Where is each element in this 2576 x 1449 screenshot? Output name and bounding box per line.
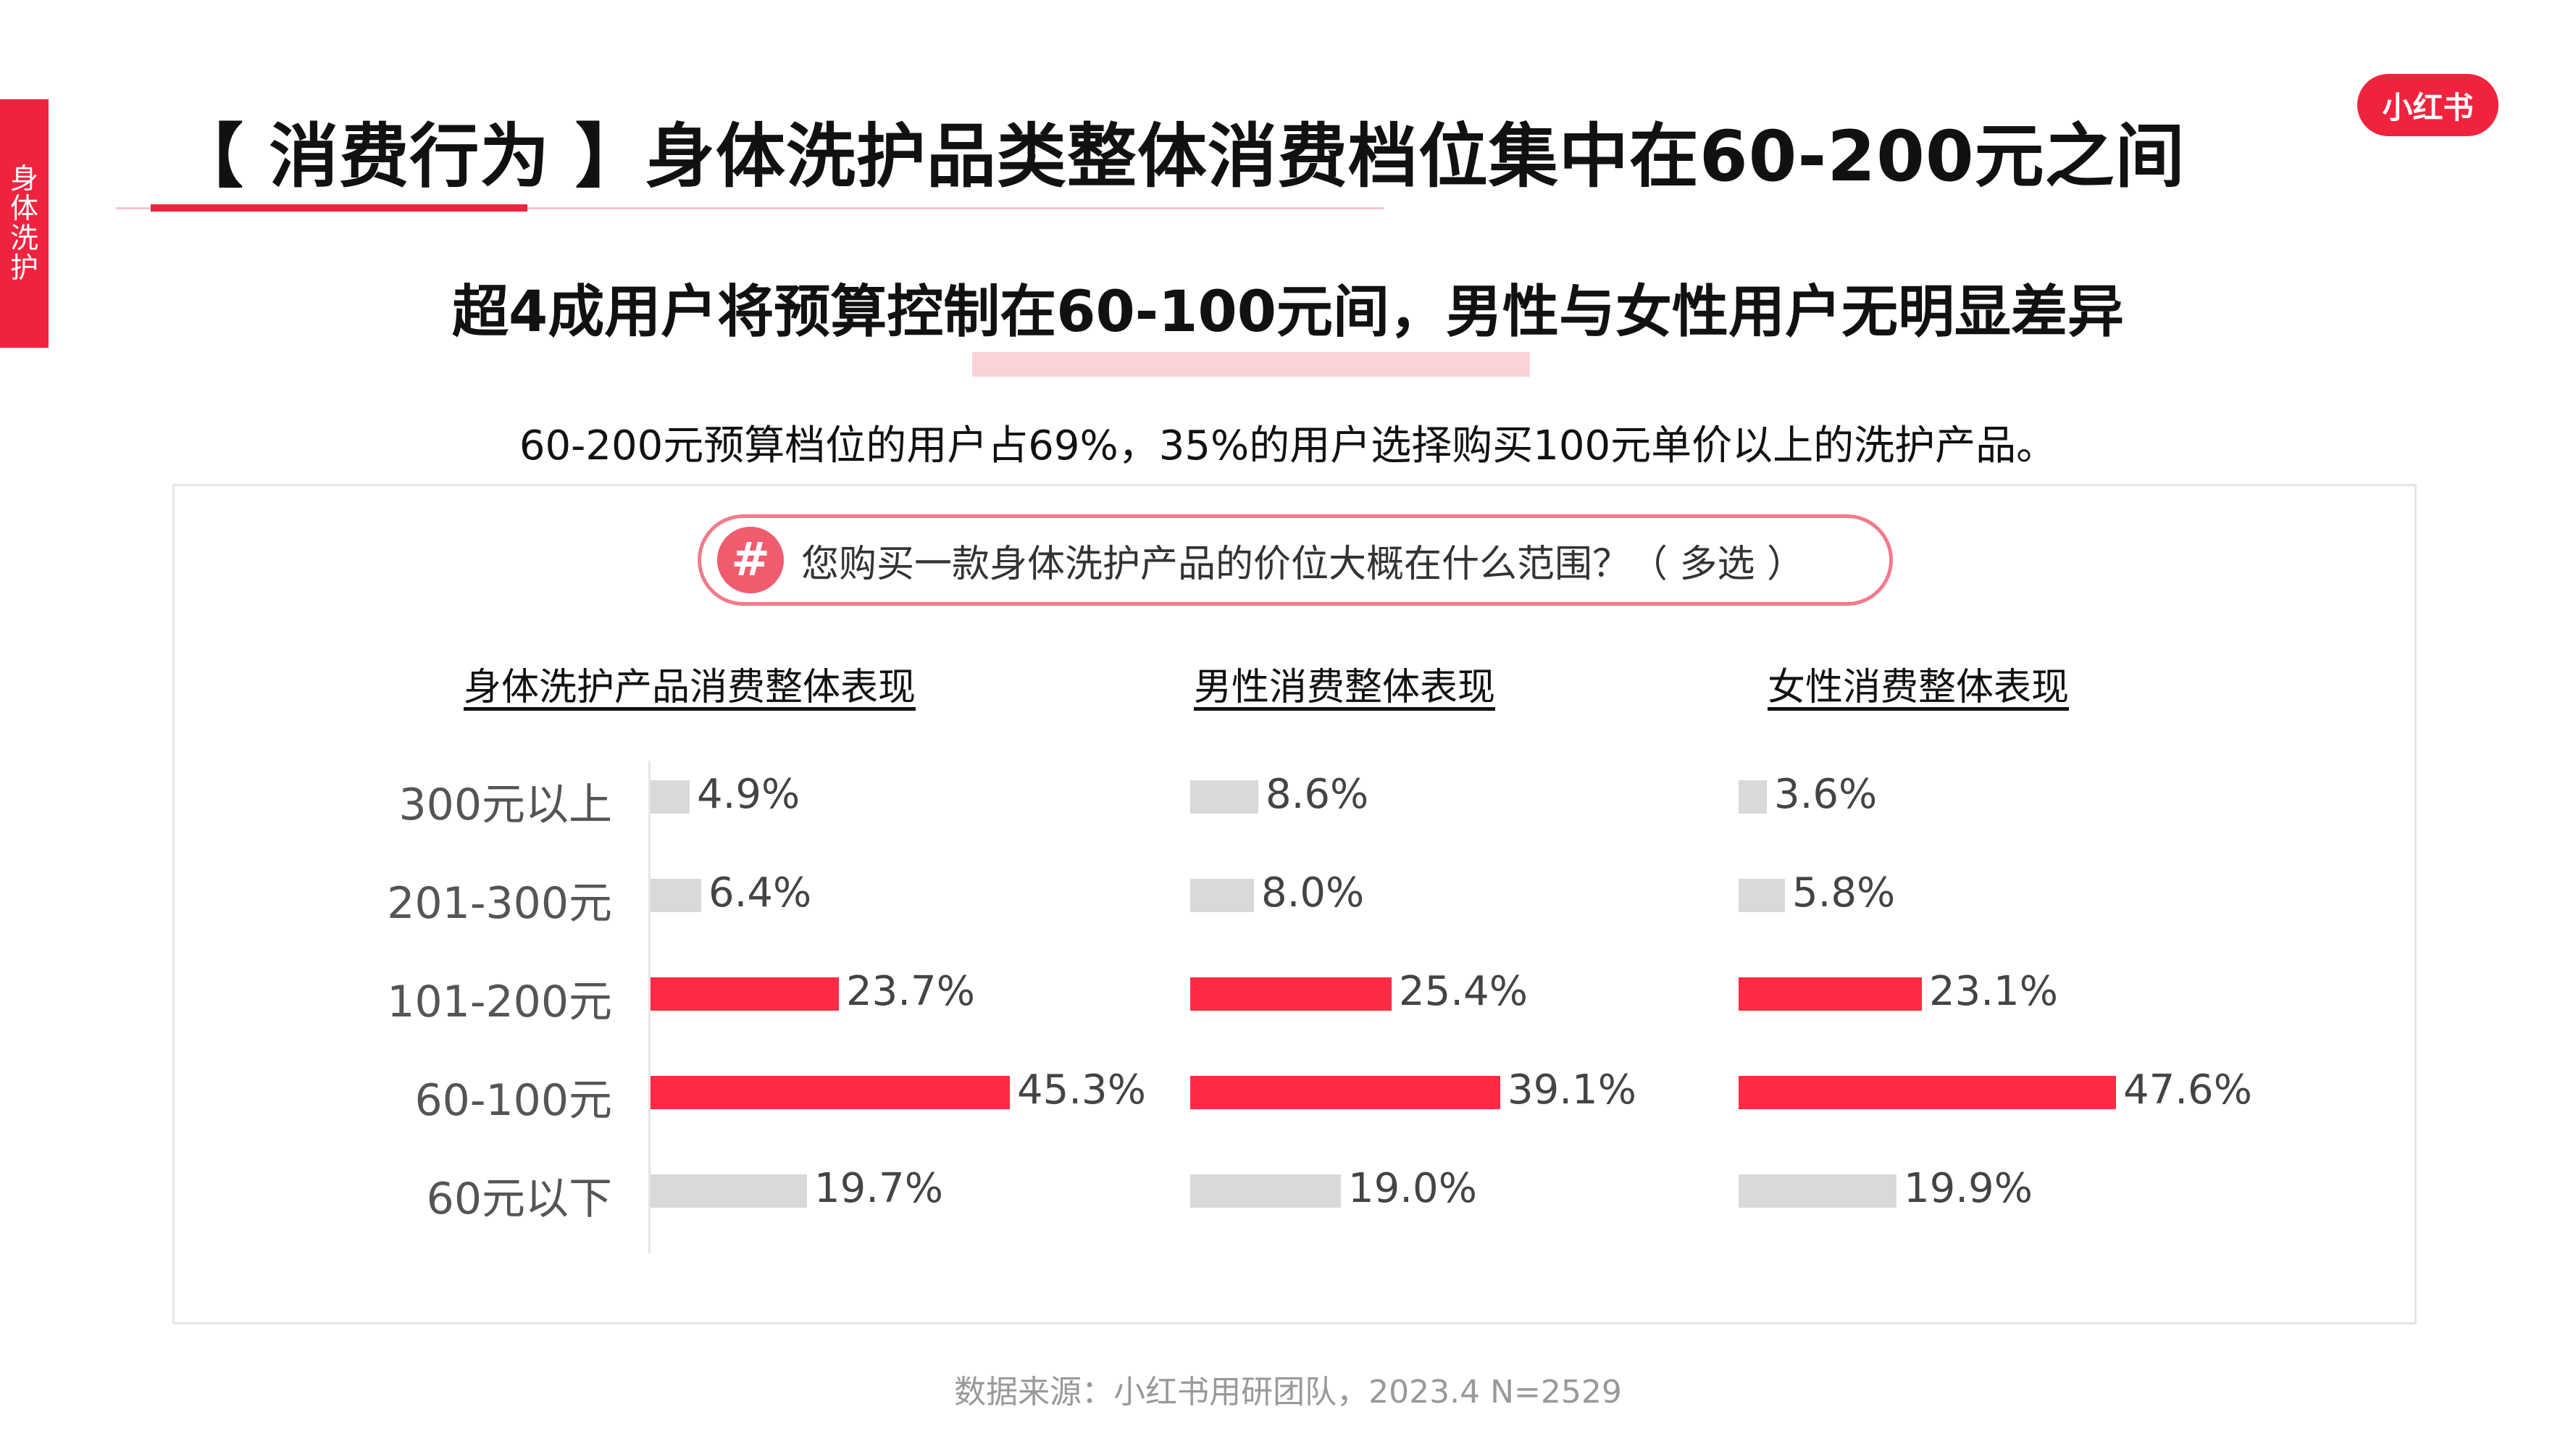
- title-divider: [116, 207, 1384, 209]
- category-label: 101-200元: [387, 977, 612, 1027]
- bar: [651, 780, 690, 814]
- value-label: 45.3%: [1017, 1066, 1146, 1114]
- category-label: 60-100元: [414, 1075, 612, 1126]
- survey-question: # 您购买一款身体洗护产品的价位大概在什么范围？（ 多选 ）: [698, 514, 1893, 606]
- group-title: 女性消费整体表现: [1768, 666, 2070, 709]
- bar: [1739, 780, 1767, 814]
- group-title: 身体洗护产品消费整体表现: [464, 666, 916, 709]
- hashtag-icon: #: [717, 527, 784, 593]
- value-label: 19.0%: [1348, 1165, 1477, 1212]
- bar: [651, 977, 839, 1011]
- chart-axis-line: [648, 761, 651, 1253]
- value-label: 6.4%: [708, 869, 812, 916]
- chart-panel: [172, 484, 2417, 1324]
- subtitle-highlight: [972, 352, 1530, 377]
- page-title: 【 消费行为 】身体洗护品类整体消费档位集中在60-200元之间: [174, 116, 2186, 197]
- description-text: 60-200元预算档位的用户占69%，35%的用户选择购买100元单价以上的洗护…: [519, 422, 2057, 469]
- side-tab: 身体洗护: [0, 99, 49, 348]
- xiaohongshu-logo: 小红书: [2357, 74, 2498, 136]
- value-label: 4.9%: [697, 771, 800, 818]
- bar: [1739, 977, 1922, 1011]
- bar: [1739, 1174, 1897, 1208]
- data-source: 数据来源：小红书用研团队，2023.4 N=2529: [954, 1374, 1622, 1411]
- title-divider-accent: [151, 204, 527, 212]
- value-label: 47.6%: [2123, 1066, 2252, 1114]
- logo-text: 小红书: [2382, 89, 2474, 125]
- category-label: 300元以上: [398, 780, 612, 830]
- bar: [1739, 879, 1785, 912]
- side-tab-label: 身体洗护: [9, 162, 38, 285]
- bar: [1190, 1174, 1341, 1208]
- bar: [1190, 1076, 1500, 1109]
- value-label: 5.8%: [1792, 869, 1896, 916]
- bar: [1190, 780, 1258, 814]
- bar: [651, 1174, 807, 1208]
- value-label: 39.1%: [1507, 1066, 1636, 1114]
- value-label: 25.4%: [1399, 968, 1528, 1015]
- value-label: 19.7%: [814, 1165, 943, 1212]
- bar: [1190, 977, 1392, 1011]
- page-subtitle: 超4成用户将预算控制在60-100元间，男性与女性用户无明显差异: [451, 280, 2124, 345]
- bar: [651, 1076, 1010, 1109]
- value-label: 8.6%: [1266, 771, 1369, 818]
- value-label: 3.6%: [1774, 771, 1878, 818]
- bar: [1190, 879, 1254, 912]
- bar: [651, 879, 701, 912]
- value-label: 23.7%: [846, 968, 975, 1015]
- value-label: 19.9%: [1904, 1165, 2033, 1212]
- category-label: 201-300元: [387, 878, 612, 929]
- bar: [1739, 1076, 2116, 1109]
- group-title: 男性消费整体表现: [1194, 666, 1496, 709]
- value-label: 8.0%: [1261, 869, 1365, 916]
- value-label: 23.1%: [1929, 968, 2058, 1015]
- survey-question-text: 您购买一款身体洗护产品的价位大概在什么范围？（ 多选 ）: [801, 542, 1805, 586]
- category-label: 60元以下: [426, 1174, 612, 1224]
